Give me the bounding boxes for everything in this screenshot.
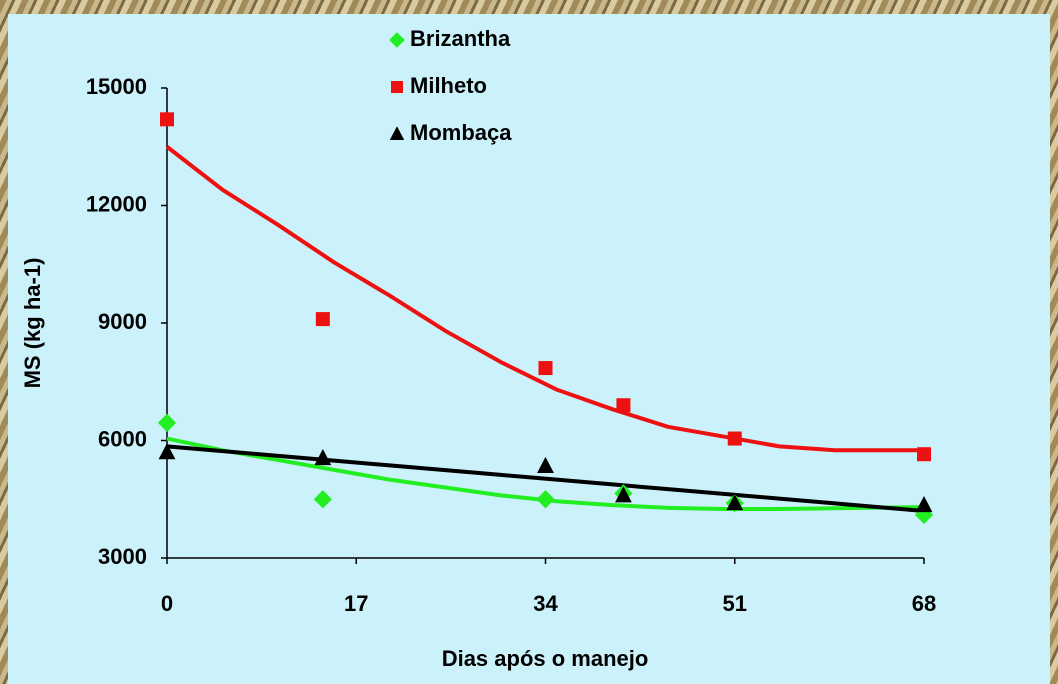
y-tick-label: 15000 [86,74,147,99]
legend-label: Milheto [410,73,487,98]
marker [316,312,330,326]
marker [616,398,630,412]
legend-marker [391,81,403,93]
x-tick-label: 17 [344,591,368,616]
y-tick-label: 12000 [86,191,147,216]
chart: Dias após o manejo MS (kg ha-1) 3000 6000… [0,0,1058,684]
legend-label: Brizantha [410,26,511,51]
legend-label: Mombaça [410,120,512,145]
marker [728,432,742,446]
marker [917,447,931,461]
y-tick-label: 9000 [98,309,147,334]
marker [539,361,553,375]
y-tick-label: 6000 [98,426,147,451]
page: Dias após o manejo MS (kg ha-1) 3000 6000… [0,0,1058,684]
marker [160,112,174,126]
x-tick-label: 68 [912,591,936,616]
y-axis-label: MS (kg ha-1) [20,258,45,389]
x-tick-label: 34 [533,591,558,616]
x-tick-label: 0 [161,591,173,616]
y-tick-label: 3000 [98,544,147,569]
x-tick-label: 51 [723,591,747,616]
x-axis-label: Dias após o manejo [442,646,649,671]
